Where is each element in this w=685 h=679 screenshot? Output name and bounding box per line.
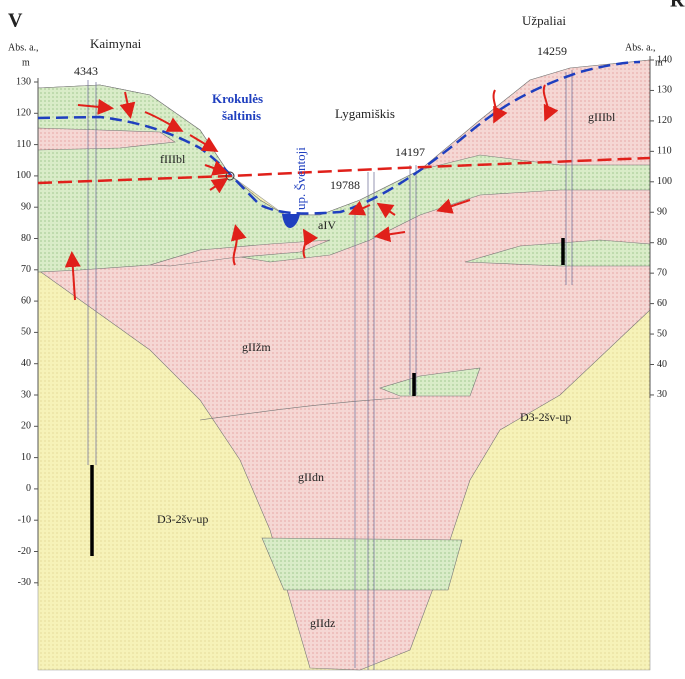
tick-label: -30 — [18, 577, 31, 588]
tick-label: 70 — [657, 267, 667, 278]
layer-index: gIIdn — [298, 470, 324, 484]
river — [282, 214, 300, 228]
flow-arrows — [64, 84, 559, 301]
tick-label: 50 — [21, 327, 31, 338]
tick-label: 80 — [657, 237, 667, 248]
tick-label: 130 — [16, 76, 31, 87]
layer-index: fIIIbl — [160, 152, 186, 166]
axis-title: m — [22, 57, 30, 68]
layer-index: gIIžm — [242, 340, 271, 354]
tick-label: 130 — [657, 85, 672, 96]
tick-label: 100 — [657, 176, 672, 187]
wells — [87, 70, 573, 670]
tick-label: 40 — [21, 358, 31, 369]
spring — [225, 171, 235, 181]
tick-label: 40 — [657, 359, 667, 370]
axis-title: m — [655, 57, 663, 68]
well-number: 4343 — [74, 64, 98, 78]
well-number: 14197 — [395, 145, 425, 159]
layer-index: gIIdz — [310, 616, 335, 630]
tick-label: 140 — [657, 54, 672, 65]
filters — [90, 238, 565, 556]
tick-label: 30 — [21, 389, 31, 400]
tick-label: 0 — [26, 483, 31, 494]
sand-band — [261, 537, 463, 591]
end-label: V — [8, 10, 23, 32]
axis-title: Abs. a., — [625, 42, 656, 53]
tick-label: 110 — [16, 139, 31, 150]
spring-label: šaltinis — [222, 108, 261, 123]
layer-index: D3-2šv-up — [520, 410, 571, 424]
end-label: R — [670, 0, 685, 12]
groundwater-level — [37, 60, 641, 215]
tick-label: 60 — [21, 295, 31, 306]
tick-label: 100 — [16, 170, 31, 181]
layer-index: aIV — [318, 218, 336, 232]
tick-label: 90 — [21, 201, 31, 212]
tick-label: 60 — [657, 298, 667, 309]
layer-index: gIIIbl — [588, 110, 616, 124]
tick-label: 20 — [21, 421, 31, 432]
tick-label: 10 — [21, 452, 31, 463]
place: Užpaliai — [522, 13, 566, 28]
well-number: 14259 — [537, 44, 567, 58]
well-number: 19788 — [330, 178, 360, 192]
place: Kaimynai — [90, 36, 142, 51]
spring-label: Krokulės — [212, 91, 263, 106]
tick-label: 30 — [657, 389, 667, 400]
tick-label: 80 — [21, 233, 31, 244]
tick-label: -10 — [18, 514, 31, 525]
tick-label: 90 — [657, 207, 667, 218]
piezometric-level — [37, 156, 651, 185]
tick-label: 120 — [16, 108, 31, 119]
tick-label: 50 — [657, 328, 667, 339]
axis-title: Abs. a., — [8, 42, 39, 53]
layer-index: D3-2šv-up — [157, 512, 208, 526]
river-label: up. Šventoji — [293, 147, 308, 210]
tick-label: 110 — [657, 146, 672, 157]
tick-label: -20 — [18, 546, 31, 557]
tick-label: 120 — [657, 115, 672, 126]
tick-label: 70 — [21, 264, 31, 275]
place: Lygamiškis — [335, 106, 395, 121]
